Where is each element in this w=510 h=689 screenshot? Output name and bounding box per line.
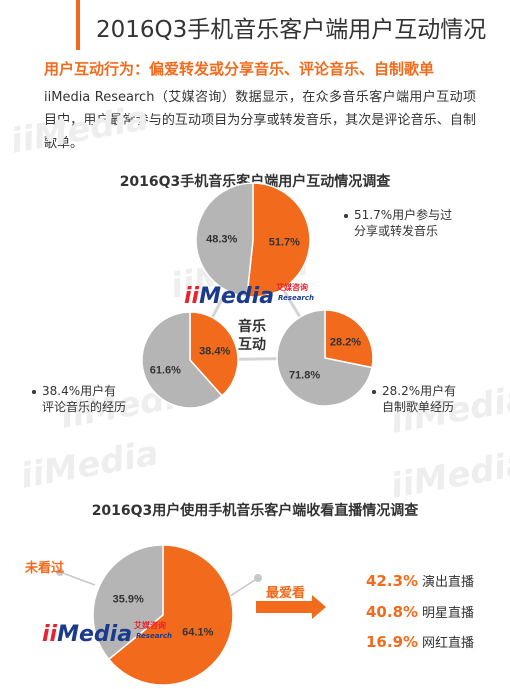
pie-playlist-data-label: 71.8% — [289, 370, 320, 382]
bullet-icon — [32, 389, 36, 394]
pie-playlist-data-label: 28.2% — [330, 336, 361, 348]
favorite-label: 最爱看 — [266, 586, 306, 601]
favorite-item: 42.3% 演出直播 — [366, 572, 475, 590]
pie-playlist-slice — [276, 309, 373, 407]
pie-share-data-label: 48.3% — [206, 233, 237, 245]
annotation-playlist: 28.2%用户有 自制歌单经历 — [372, 383, 456, 415]
leader-dot — [254, 574, 262, 582]
brand-logo: iiMedia 艾媒咨询 Research — [42, 621, 173, 647]
page-subtitle: 用户互动行为：偏爱转发或分享音乐、评论音乐、自制歌单 — [44, 60, 435, 78]
center-label: 音乐 互动 — [238, 318, 266, 354]
pie-live-data-label: 35.9% — [113, 593, 144, 605]
pie-comment-slice — [189, 311, 239, 397]
page-title: 2016Q3手机音乐客户端用户互动情况 — [96, 17, 487, 43]
pie-comment-data-label: 38.4% — [199, 346, 230, 358]
pie-live-slice — [92, 544, 164, 661]
pie-share-data-label: 51.7% — [269, 237, 300, 249]
pie-comment-slice — [141, 311, 224, 409]
chart-title-interaction: 2016Q3手机音乐客户端用户互动情况调查 — [119, 174, 391, 190]
pie-share-slice — [195, 182, 254, 298]
title-accent-bar — [76, 0, 80, 50]
pie-playlist-slice — [324, 309, 374, 369]
pie-live-data-label: 64.1% — [182, 627, 213, 639]
pie-live-slice — [107, 544, 234, 686]
center-label-line: 互动 — [238, 337, 266, 353]
not-watched-label: 未看过 — [25, 561, 65, 576]
favorite-item: 40.8% 明星直播 — [366, 603, 475, 621]
favorite-item: 16.9% 网红直播 — [366, 633, 475, 651]
arrow-icon — [256, 595, 326, 619]
annotation-comment: 38.4%用户有 评论音乐的经历 — [32, 383, 126, 415]
pie-share-slice — [246, 182, 311, 298]
bullet-icon — [372, 389, 376, 394]
bullet-icon — [344, 213, 348, 218]
center-label-line: 音乐 — [238, 319, 266, 335]
leader-line — [59, 571, 96, 586]
leader-dot — [56, 568, 64, 576]
chart-title-live: 2016Q3用户使用手机音乐客户端收看直播情况调查 — [91, 503, 419, 519]
pie-comment-data-label: 61.6% — [150, 364, 181, 376]
page-description: iiMedia Research（艾媒咨询）数据显示，在众多音乐客户端用户互动项… — [44, 90, 476, 151]
annotation-share: 51.7%用户参与过 分享或转发音乐 — [344, 207, 452, 239]
brand-logo: iiMedia 艾媒咨询 Research — [184, 283, 315, 309]
